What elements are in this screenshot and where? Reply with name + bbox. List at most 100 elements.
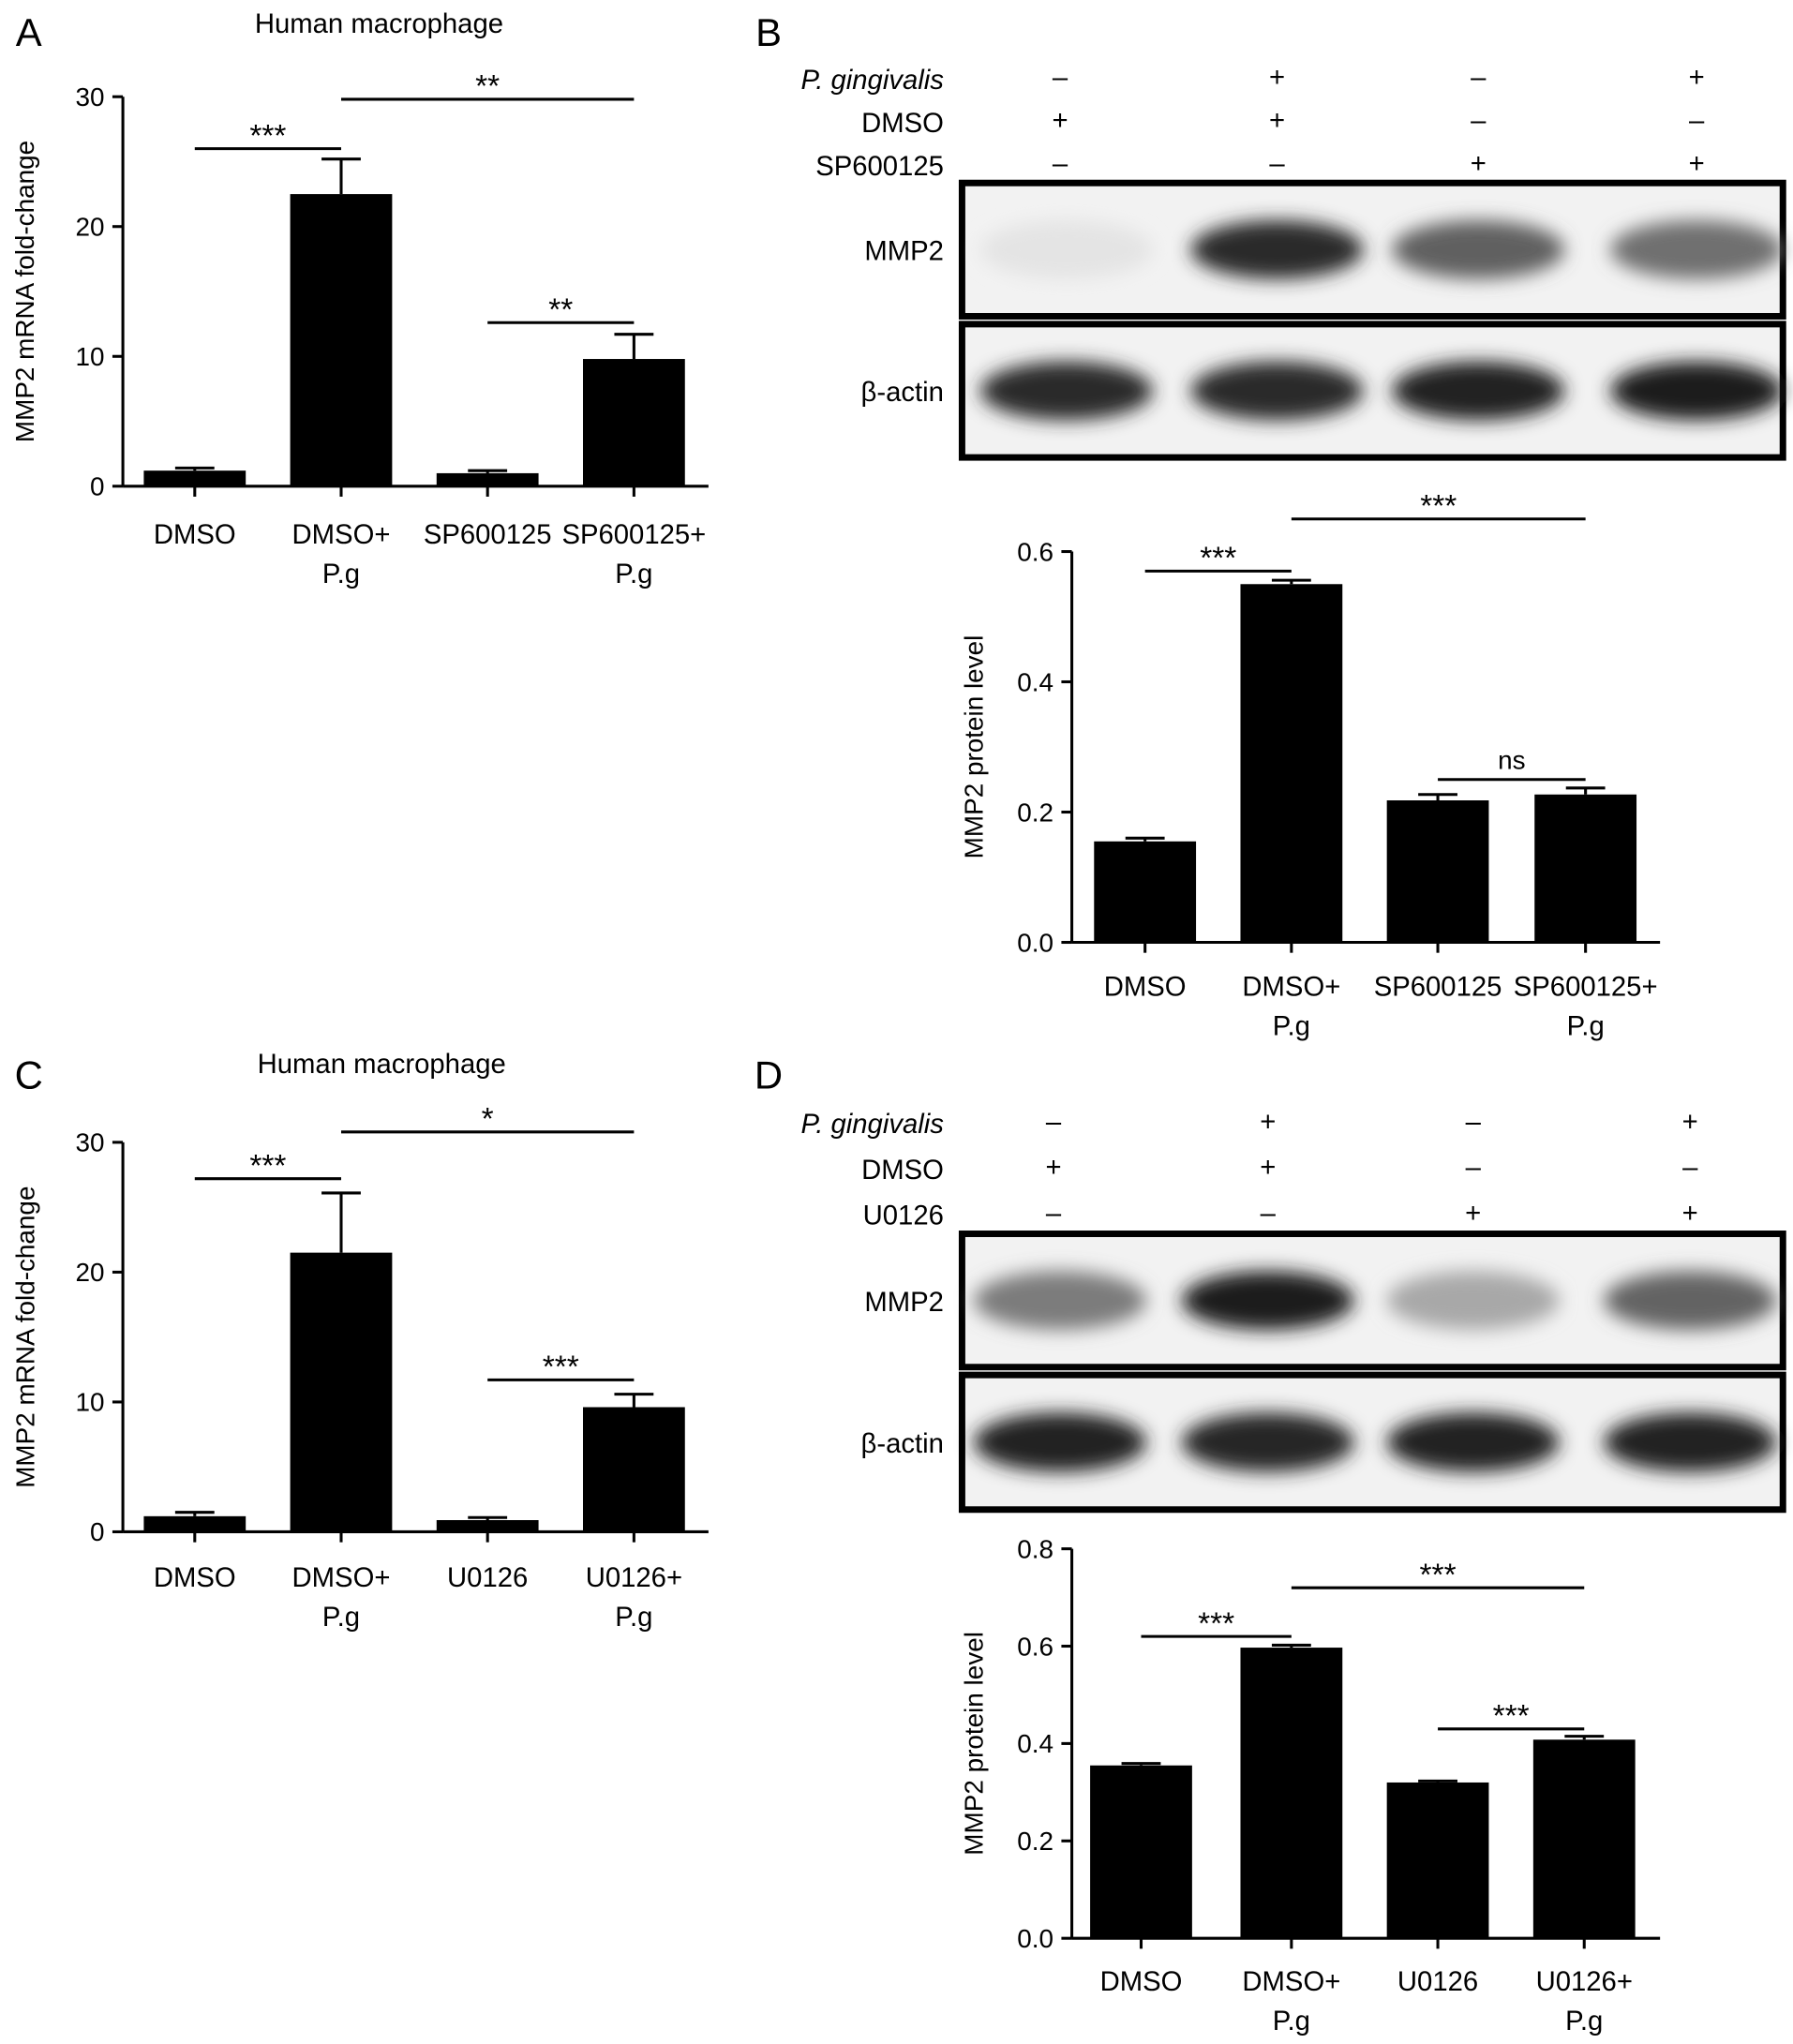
- blot-band: [1386, 1412, 1560, 1472]
- category-label: U0126: [1397, 1966, 1478, 1997]
- treatment-sign: +: [1269, 105, 1285, 136]
- y-tick-label: 0.0: [1017, 928, 1053, 957]
- category-label: DMSO: [1104, 972, 1187, 1003]
- category-label: DMSO: [154, 1562, 236, 1593]
- blot-band: [979, 220, 1154, 279]
- significance-label: ***: [1200, 542, 1236, 576]
- blot-band: [1190, 361, 1364, 421]
- chart-A: 0 10 20 30 MMP2 mRNA fold-change DMSO DMSO+ P.g…: [10, 69, 709, 589]
- bar: [436, 1520, 539, 1532]
- treatment-sign: +: [1689, 148, 1705, 179]
- blot-band: [1604, 1271, 1777, 1330]
- treatment-label: U0126: [863, 1201, 944, 1231]
- y-tick-label: 0: [90, 472, 105, 501]
- y-tick-label: 0: [90, 1517, 105, 1546]
- treatment-sign: +: [1260, 1152, 1276, 1183]
- blot-band: [973, 1412, 1147, 1472]
- panel-D: D: [755, 1053, 783, 1097]
- blot-label: β-actin: [860, 377, 943, 408]
- treatment-sign: +: [1689, 62, 1705, 93]
- significance-label: ***: [1420, 1558, 1457, 1592]
- treatment-sign: –: [1053, 62, 1068, 93]
- blot-band: [979, 361, 1154, 421]
- y-tick-label: 0.2: [1017, 798, 1053, 827]
- category-label: P.g: [1565, 2006, 1603, 2037]
- treatment-sign: +: [1052, 105, 1068, 136]
- treatment-sign: –: [1689, 105, 1705, 136]
- treatment-sign: +: [1682, 1198, 1698, 1229]
- y-axis-label: MMP2 mRNA fold-change: [10, 141, 39, 442]
- y-tick-label: 0.8: [1017, 1534, 1053, 1563]
- treatment-label: SP600125: [815, 151, 944, 182]
- significance-label: *: [482, 1102, 494, 1137]
- category-label: DMSO+: [292, 519, 391, 550]
- significance-label: ns: [1498, 746, 1525, 775]
- y-tick-label: 10: [76, 1388, 105, 1417]
- significance-label: **: [475, 69, 500, 104]
- blot-band: [1392, 361, 1565, 421]
- blot-band: [1386, 1271, 1560, 1330]
- treatment-sign: –: [1046, 1106, 1062, 1137]
- panel-C: C Human macrophage: [15, 1049, 506, 1097]
- treatment-sign: +: [1269, 62, 1285, 93]
- blot-band: [1610, 361, 1784, 421]
- category-label: P.g: [615, 1602, 652, 1633]
- category-label: DMSO+: [292, 1562, 391, 1593]
- category-label: U0126+: [586, 1562, 682, 1593]
- y-tick-label: 0.4: [1017, 667, 1053, 696]
- panel-title: Human macrophage: [255, 8, 503, 39]
- treatment-sign: +: [1471, 148, 1487, 179]
- y-tick-label: 30: [76, 1128, 105, 1157]
- chart-B: 0.0 0.2 0.4 0.6 MMP2 protein level DMSO DMSO+ P…: [960, 489, 1661, 1042]
- panel-title: Human macrophage: [258, 1049, 506, 1080]
- blot-band: [1190, 220, 1364, 279]
- treatment-label: P. gingivalis: [801, 1109, 945, 1140]
- treatment-sign: +: [1465, 1198, 1481, 1229]
- significance-label: ***: [1420, 489, 1457, 524]
- blot-band: [1610, 220, 1784, 279]
- significance-label: ***: [249, 1149, 286, 1184]
- blot-band: [1181, 1412, 1354, 1472]
- y-tick-label: 0.4: [1017, 1729, 1053, 1758]
- blot-band: [1181, 1271, 1354, 1330]
- bar: [290, 1252, 393, 1532]
- y-tick-label: 0.6: [1017, 537, 1053, 566]
- bar: [143, 470, 247, 486]
- panel-A: A Human macrophage: [16, 8, 503, 54]
- bar: [1534, 794, 1637, 943]
- blot-label: β-actin: [860, 1428, 943, 1459]
- category-label: SP600125+: [561, 519, 706, 550]
- treatment-sign: –: [1053, 148, 1068, 179]
- chart-D: 0.0 0.2 0.4 0.6 0.8 MMP2 protein level DMSO DMS…: [960, 1534, 1661, 2037]
- treatment-sign: +: [1260, 1106, 1276, 1137]
- y-tick-label: 20: [76, 1258, 105, 1287]
- category-label: SP600125: [424, 519, 552, 550]
- panel-letter: A: [16, 10, 42, 54]
- bar: [436, 472, 539, 486]
- significance-label: ***: [1493, 1699, 1530, 1734]
- treatment-sign: –: [1471, 105, 1487, 136]
- bar: [1094, 841, 1197, 943]
- bar: [143, 1515, 247, 1532]
- blot-label: MMP2: [864, 1287, 944, 1318]
- treatment-sign: –: [1471, 62, 1487, 93]
- western-blot-D: P. gingivalis – + – + DMSO + + – – U0126 – – + + MMP2 β-…: [801, 1106, 1786, 1514]
- blot-label: MMP2: [864, 236, 944, 267]
- blot-band: [1392, 220, 1565, 279]
- y-tick-label: 0.6: [1017, 1632, 1053, 1661]
- treatment-sign: –: [1261, 1198, 1277, 1229]
- y-tick-label: 10: [76, 342, 105, 371]
- treatment-label: DMSO: [861, 108, 944, 139]
- bar: [1240, 1648, 1343, 1939]
- y-tick-label: 30: [76, 82, 105, 112]
- category-label: P.g: [1273, 2006, 1310, 2037]
- category-label: DMSO: [154, 519, 236, 550]
- panel-letter: D: [755, 1053, 783, 1097]
- category-label: P.g: [322, 1602, 360, 1633]
- bar: [582, 359, 685, 486]
- category-label: P.g: [1273, 1011, 1310, 1042]
- treatment-sign: –: [1466, 1152, 1482, 1183]
- significance-label: ***: [249, 119, 286, 154]
- panel-B: B: [755, 10, 782, 54]
